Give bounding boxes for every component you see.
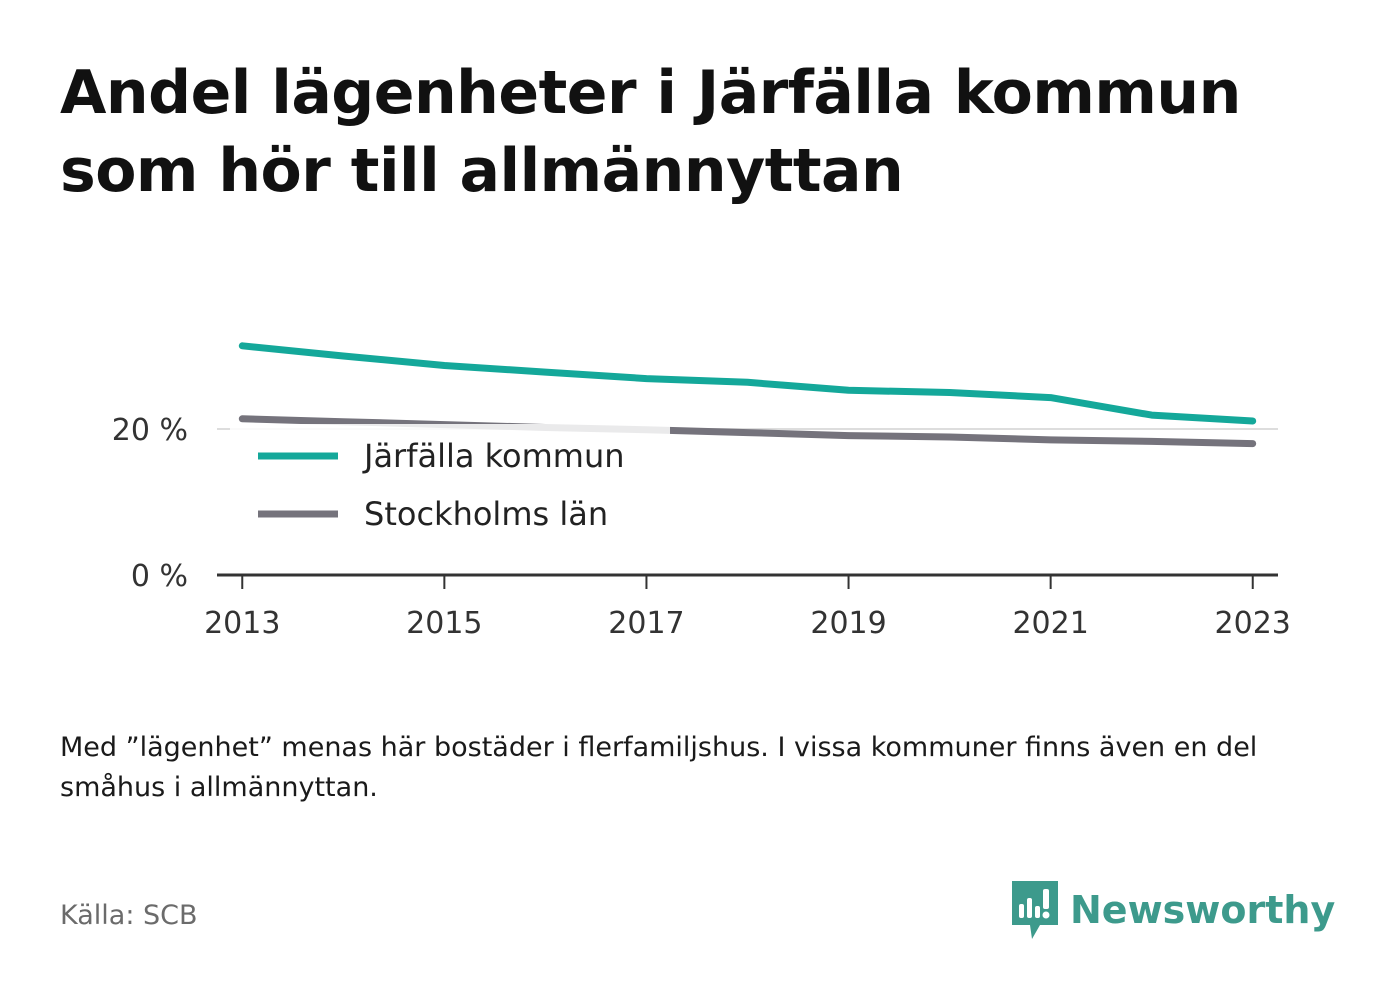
y-tick-label: 20 % (112, 413, 188, 448)
brand-name: Newsworthy (1070, 888, 1336, 932)
source-label: Källa: SCB (60, 900, 198, 931)
x-tick-label: 2013 (204, 606, 280, 641)
x-tick-label: 2023 (1215, 606, 1291, 641)
x-tick-label: 2021 (1012, 606, 1088, 641)
legend: Järfälla kommun Stockholms län (230, 424, 670, 544)
brand-logo: Newsworthy (1010, 878, 1335, 942)
legend-label: Järfälla kommun (362, 437, 625, 475)
axes: 0 % 20 % 2013 2015 2017 2019 2021 2023 (112, 413, 1291, 641)
newsworthy-logo-icon (1012, 881, 1058, 939)
chart-title: Andel lägenheter i Järfälla kommun som h… (60, 58, 1241, 206)
x-tick-label: 2015 (406, 606, 482, 641)
series-line-stockholms-län (238, 415, 1257, 448)
series-lines (238, 342, 1257, 448)
legend-label: Stockholms län (364, 495, 608, 533)
x-tick-label: 2019 (810, 606, 886, 641)
series-line-järfälla-kommun (238, 342, 1257, 425)
x-tick-label: 2017 (608, 606, 684, 641)
y-tick-label: 0 % (131, 559, 188, 594)
footnote: Med ”lägenhet” menas här bostäder i fler… (60, 732, 1258, 803)
line-chart: 0 % 20 % 2013 2015 2017 2019 2021 2023 Järfälla… (112, 342, 1291, 641)
legend-background (230, 424, 670, 544)
